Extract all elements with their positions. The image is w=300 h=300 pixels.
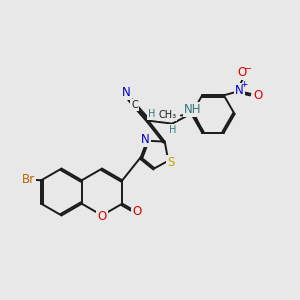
Text: N: N — [141, 133, 150, 146]
Text: CH₃: CH₃ — [158, 110, 176, 121]
Text: O: O — [238, 66, 247, 79]
Text: N: N — [235, 84, 244, 97]
Text: H: H — [169, 125, 176, 135]
Text: C: C — [131, 100, 138, 110]
Text: O: O — [98, 210, 107, 224]
Text: H: H — [148, 109, 155, 119]
Text: −: − — [244, 64, 253, 74]
Text: N: N — [122, 85, 131, 99]
Text: Br: Br — [22, 173, 35, 186]
Text: O: O — [254, 89, 262, 102]
Text: +: + — [241, 80, 248, 89]
Text: O: O — [132, 206, 141, 218]
Text: S: S — [167, 156, 174, 169]
Text: NH: NH — [184, 103, 201, 116]
